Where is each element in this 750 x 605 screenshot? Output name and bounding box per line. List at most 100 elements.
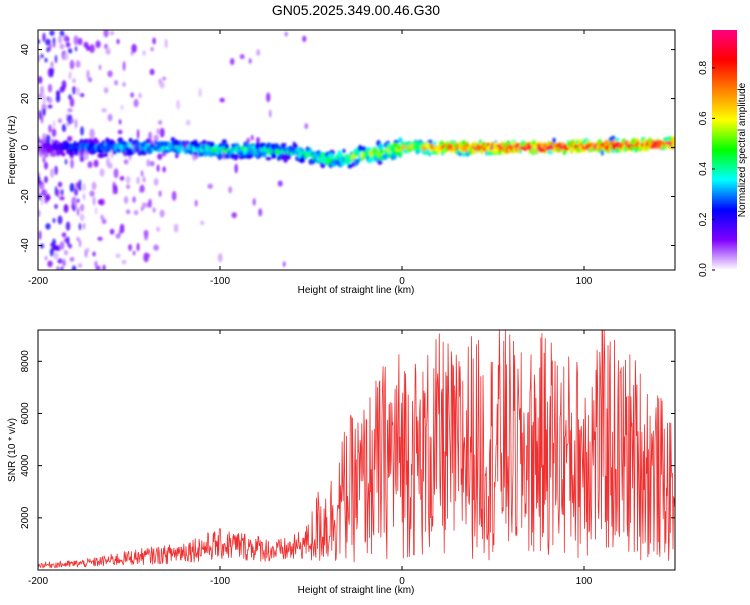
colorbar-tick-label: 0.0 xyxy=(698,263,709,277)
heatmap-cell xyxy=(57,181,63,188)
heatmap-cell xyxy=(51,151,57,157)
heatmap-cell xyxy=(39,85,45,95)
heatmap-cell xyxy=(239,54,245,60)
heatmap-cell xyxy=(64,158,68,165)
heatmap-cell xyxy=(92,251,96,257)
heatmap-cell xyxy=(148,131,153,141)
heatmap-cell xyxy=(285,153,292,160)
heatmap-cell xyxy=(77,37,83,46)
heatmap-cell xyxy=(146,159,150,167)
heatmap-cell xyxy=(78,223,82,231)
heatmap-cell xyxy=(99,168,105,177)
heatmap-cell xyxy=(72,78,76,83)
heatmap-cell xyxy=(47,96,53,104)
heatmap-cell xyxy=(225,145,230,149)
heatmap-cell xyxy=(76,86,80,96)
snr-y-tick-label: 4000 xyxy=(20,454,31,477)
heatmap-cell xyxy=(88,77,93,83)
colorbar-label: Normalized spectral amplitude xyxy=(737,82,748,217)
heatmap-cell xyxy=(176,99,181,110)
heatmap-cell xyxy=(492,147,497,154)
heatmap-cell xyxy=(195,147,200,152)
heatmap-cell xyxy=(136,176,140,185)
heatmap-cell xyxy=(136,129,140,139)
heatmap-cell xyxy=(44,190,48,195)
heatmap-cell xyxy=(67,135,73,142)
heatmap-cell xyxy=(277,180,283,187)
heatmap-cell xyxy=(92,196,96,206)
heatmap-cell xyxy=(432,141,437,147)
heatmap-cell xyxy=(219,97,225,103)
snr-y-tick-label: 8000 xyxy=(20,350,31,373)
heatmap-cell xyxy=(152,37,156,45)
heatmap-cell xyxy=(70,158,74,169)
heatmap-cell xyxy=(252,198,256,206)
heatmap-cell xyxy=(74,118,78,129)
heatmap-cell xyxy=(50,71,54,78)
snr-y-ticks: 2000 4000 6000 8000 xyxy=(20,350,675,529)
heatmap-cell xyxy=(52,41,56,48)
heatmap-cell xyxy=(80,148,84,157)
heatmap-cell xyxy=(49,67,55,75)
heatmap-cell xyxy=(52,37,56,44)
heatmap-cell xyxy=(94,260,98,268)
heatmap-cell xyxy=(61,152,66,157)
heatmap-cell xyxy=(302,35,307,43)
heatmap-cell xyxy=(156,226,161,232)
heatmap-cell xyxy=(38,109,42,120)
heatmap-cell xyxy=(159,81,165,89)
heatmap-cell xyxy=(115,233,121,239)
heatmap-cell xyxy=(66,236,70,246)
heatmap-cell xyxy=(546,150,553,154)
heatmap-cell xyxy=(76,236,80,242)
heatmap-cell xyxy=(136,242,140,252)
heatmap-cell xyxy=(74,188,78,196)
heatmap-x-tick-label: -100 xyxy=(210,276,230,287)
heatmap-cell xyxy=(95,265,101,270)
heatmap-cell xyxy=(207,183,213,189)
heatmap-cell xyxy=(144,233,149,241)
heatmap-cell xyxy=(614,137,620,142)
heatmap-cell xyxy=(69,256,75,262)
heatmap-y-tick-label: 40 xyxy=(20,44,31,56)
heatmap-cell xyxy=(246,137,250,144)
heatmap-cell xyxy=(58,35,63,44)
heatmap-cell xyxy=(39,184,45,190)
heatmap-cell xyxy=(138,92,142,99)
heatmap-cell xyxy=(247,150,252,155)
heatmap-cell xyxy=(126,184,131,190)
heatmap-cell xyxy=(83,150,89,161)
heatmap-cell xyxy=(73,35,79,46)
heatmap-cell xyxy=(65,42,71,48)
heatmap-cell xyxy=(102,264,106,270)
snr-x-tick-label: 0 xyxy=(399,576,405,587)
heatmap-x-tick-label: 100 xyxy=(576,276,593,287)
heatmap-cell xyxy=(379,149,384,154)
heatmap-cell xyxy=(70,118,74,124)
heatmap-cell xyxy=(258,208,263,217)
heatmap-cell xyxy=(59,196,65,201)
heatmap-cell xyxy=(159,127,165,138)
colorbar-tick-label: 0.2 xyxy=(698,212,709,226)
heatmap-cell xyxy=(132,250,136,256)
heatmap-cells xyxy=(38,30,675,270)
heatmap-cell xyxy=(304,123,309,130)
heatmap-cell xyxy=(71,265,77,270)
colorbar-ticks: 0.0 0.2 0.4 0.6 0.8 xyxy=(698,61,715,277)
heatmap-cell xyxy=(284,31,288,37)
heatmap-x-axis-label: Height of straight line (km) xyxy=(298,285,415,296)
snr-x-axis-label: Height of straight line (km) xyxy=(298,585,415,596)
heatmap-cell xyxy=(171,190,177,201)
heatmap-cell xyxy=(100,214,104,220)
heatmap-cell xyxy=(59,30,65,37)
heatmap-cell xyxy=(122,61,126,71)
heatmap-cell xyxy=(193,151,198,156)
heatmap-cell xyxy=(121,259,127,265)
heatmap-cell xyxy=(342,148,346,154)
heatmap-cell xyxy=(87,161,93,169)
heatmap-cell xyxy=(585,139,590,145)
heatmap-cell xyxy=(209,141,215,147)
heatmap-cell xyxy=(76,207,80,216)
heatmap-cell xyxy=(132,196,136,203)
heatmap-cell xyxy=(42,32,46,43)
